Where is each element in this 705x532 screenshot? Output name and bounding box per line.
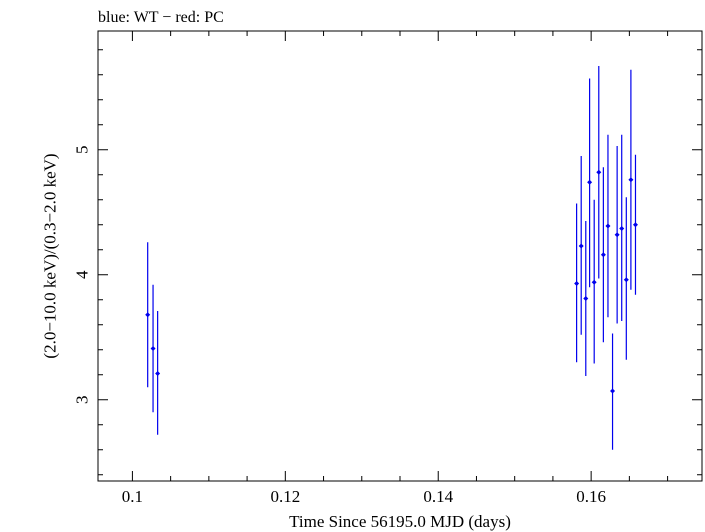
x-tick-label: 0.12 (270, 487, 300, 506)
point-marker (623, 277, 629, 283)
x-tick-label: 0.14 (423, 487, 453, 506)
point-marker (578, 243, 584, 249)
point-marker (583, 296, 589, 301)
data-point (150, 284, 156, 413)
point-marker (591, 279, 597, 285)
point-marker (574, 281, 580, 286)
point-marker (155, 371, 161, 376)
point-marker (610, 388, 616, 394)
chart-title: blue: WT − red: PC (98, 9, 224, 26)
data-point (623, 197, 629, 360)
plot-frame (97, 30, 703, 482)
data-point (145, 242, 151, 388)
data-point (578, 156, 584, 335)
x-axis-label: Time Since 56195.0 MJD (days) (289, 512, 511, 531)
point-marker (145, 312, 151, 318)
point-marker (632, 222, 638, 228)
y-axis-label: (2.0−10.0 keV)/(0.3−2.0 keV) (41, 153, 60, 358)
point-marker (605, 223, 611, 229)
data-point (591, 199, 597, 364)
y-tick-label: 3 (73, 396, 92, 405)
y-tick-label: 4 (73, 270, 92, 279)
data-point (614, 146, 620, 324)
point-marker (628, 177, 634, 183)
point-marker (587, 179, 593, 185)
data-point (632, 154, 638, 295)
point-marker (150, 346, 156, 351)
x-tick-label: 0.16 (576, 487, 606, 506)
data-point (587, 78, 593, 288)
axis-ticks (98, 31, 702, 481)
data-point (583, 221, 589, 376)
data-point (155, 311, 161, 435)
data-point (600, 167, 606, 343)
x-tick-label: 0.1 (122, 487, 143, 506)
point-marker (619, 226, 625, 231)
data-point (574, 203, 580, 363)
y-tick-label: 5 (73, 146, 92, 155)
data-point (605, 134, 611, 318)
point-marker (600, 252, 606, 258)
data-point (610, 333, 616, 450)
data-point (628, 69, 634, 290)
data-point (596, 66, 602, 279)
point-marker (614, 232, 620, 238)
axis-tick-labels: 0.1 0.12 0.14 0.16 3 4 5 (73, 146, 607, 507)
data-point (619, 134, 625, 321)
data-points (145, 66, 638, 450)
point-marker (596, 169, 602, 175)
